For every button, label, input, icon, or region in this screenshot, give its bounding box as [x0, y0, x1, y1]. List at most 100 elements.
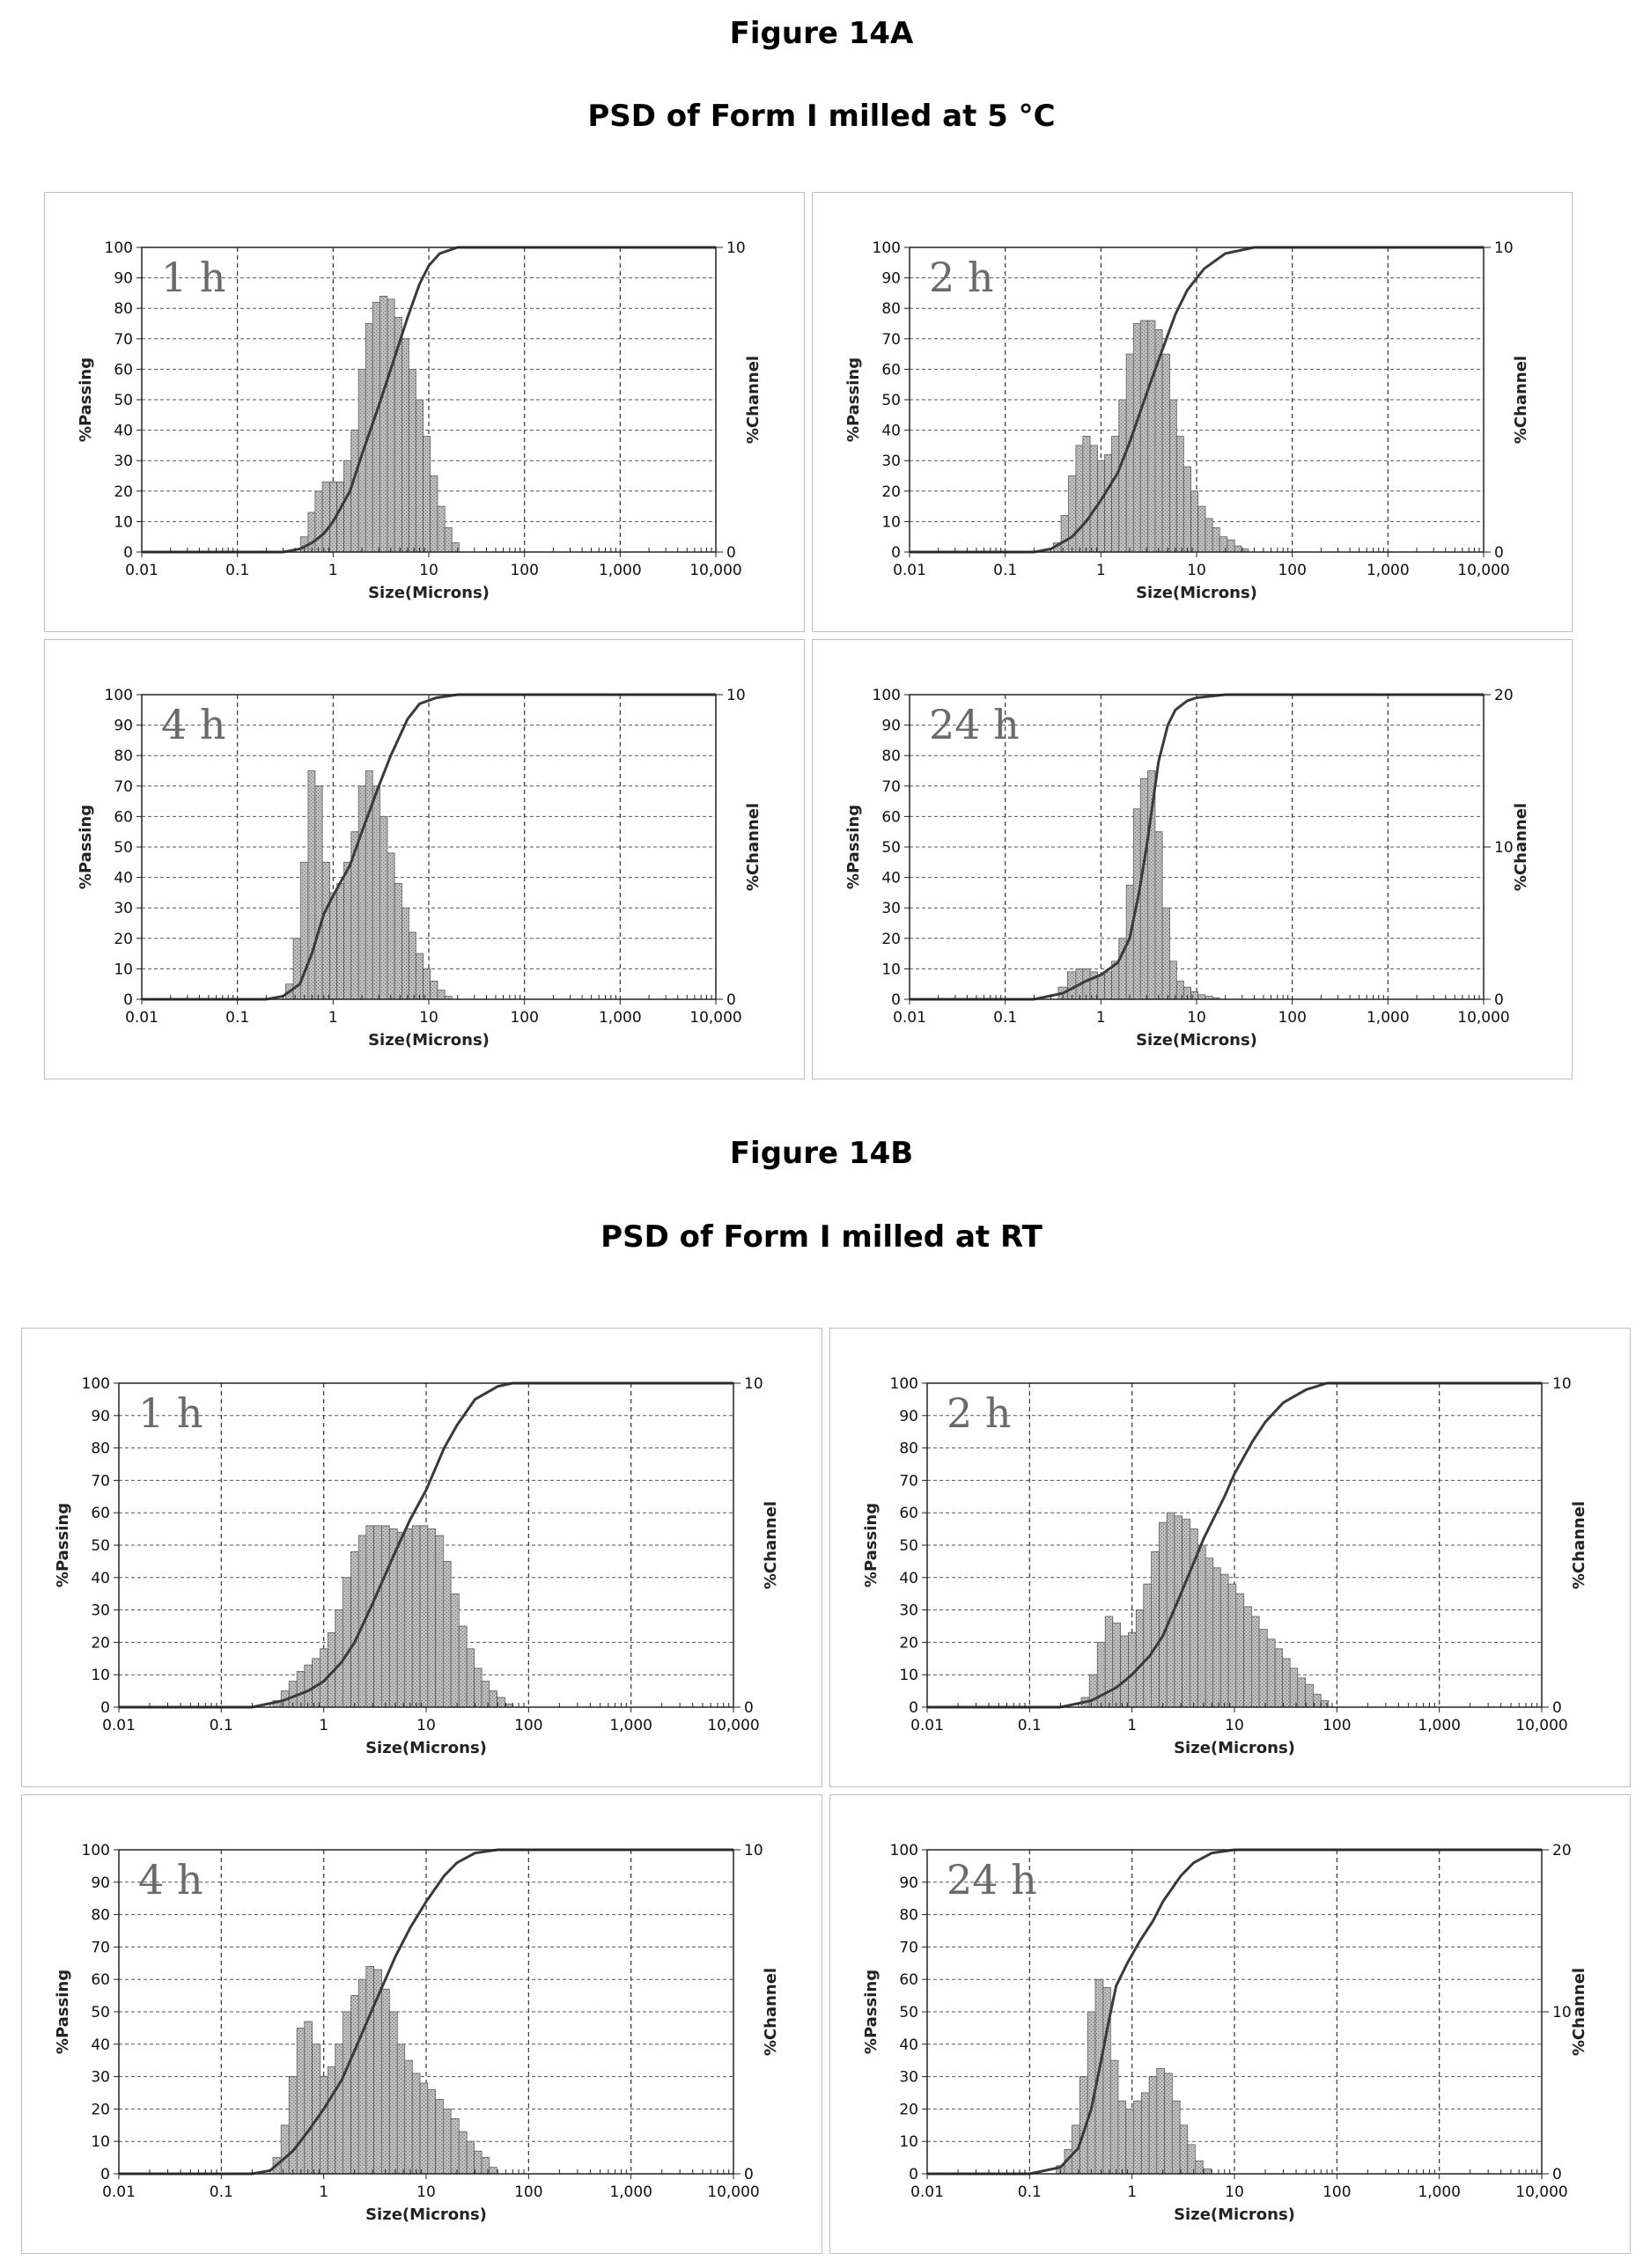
x-tick-label: 100: [514, 2183, 542, 2201]
histogram-bar: [404, 2059, 413, 2175]
x-tick-label: 100: [1323, 1717, 1351, 1734]
y-right-tick-label: 20: [1494, 687, 1514, 704]
x-tick-label: 1,000: [1418, 2183, 1461, 2201]
y-left-tick-label: 50: [899, 1537, 918, 1555]
histogram-bar: [1297, 1677, 1306, 1708]
histogram-bar: [404, 1528, 413, 1708]
histogram-bar: [1111, 436, 1120, 553]
histogram-bar: [372, 301, 380, 553]
histogram-bar: [1148, 2076, 1158, 2175]
figure-b-subtitle: PSD of Form I milled at RT: [600, 1219, 1043, 1255]
y-left-tick-label: 10: [114, 513, 133, 531]
histogram-bar: [427, 2088, 437, 2175]
y-left-tick-label: 20: [91, 1634, 110, 1652]
histogram-bar: [304, 2021, 313, 2175]
histogram-bar: [350, 1995, 359, 2175]
chart-panel-14a-4h: 0 10 20 30 40 50 60 70 80 90 100 10 0 0.01 0.1 1 10 100 1,…: [44, 639, 805, 1079]
y-left-tick-label: 70: [91, 1472, 110, 1490]
y-left-tick-label: 80: [899, 1440, 918, 1458]
y-left-tick-label: 60: [899, 1505, 918, 1522]
histogram-bar: [1117, 2100, 1127, 2175]
y-right-tick-label: 0: [1552, 2166, 1562, 2183]
y-right-axis-label: %Channel: [762, 1968, 780, 2056]
x-tick-label: 100: [510, 562, 538, 579]
y-left-tick-label: 30: [114, 453, 133, 470]
y-left-tick-label: 80: [114, 747, 133, 765]
histogram-bar: [1197, 1544, 1206, 1708]
x-tick-label: 10,000: [689, 1009, 741, 1027]
y-left-tick-label: 0: [909, 1699, 918, 1717]
y-left-axis-label: %Passing: [844, 357, 863, 442]
histogram-bar: [1139, 320, 1148, 553]
y-left-tick-label: 0: [100, 1699, 110, 1717]
y-left-tick-label: 60: [881, 361, 901, 379]
histogram-bar: [443, 1560, 452, 1708]
x-tick-label: 10: [416, 1717, 436, 1734]
histogram-bar: [437, 505, 446, 553]
y-left-tick-label: 10: [881, 961, 901, 978]
histogram-bar: [1139, 777, 1148, 1000]
histogram-bar: [489, 2167, 497, 2175]
histogram-bar: [423, 436, 431, 553]
histogram-bar: [343, 861, 352, 1000]
histogram-bar: [1089, 445, 1098, 553]
y-left-tick-label: 30: [899, 2069, 918, 2087]
y-left-tick-label: 10: [91, 1667, 110, 1684]
y-right-tick-label: 10: [1494, 839, 1514, 857]
histogram-bar: [350, 1550, 359, 1708]
y-right-tick-label: 20: [1552, 1842, 1572, 1859]
histogram-bar: [1169, 961, 1177, 1000]
x-tick-label: 1: [319, 2183, 328, 2201]
histogram-bar: [365, 1966, 374, 2175]
y-left-axis-label: %Passing: [54, 1503, 72, 1587]
y-left-tick-label: 90: [91, 1874, 110, 1892]
x-tick-label: 1,000: [609, 2183, 652, 2201]
cumulative-passing-curve: [119, 1848, 733, 2176]
y-left-tick-label: 100: [890, 1375, 918, 1393]
y-left-axis-label: %Passing: [862, 1970, 880, 2054]
histogram-bar: [388, 2011, 398, 2175]
histogram-bar: [437, 990, 446, 1000]
x-axis-label: Size(Microns): [365, 2205, 487, 2224]
histogram-bar: [1118, 399, 1127, 553]
histogram-bar: [1159, 1521, 1168, 1708]
histogram-bar: [1227, 1583, 1237, 1708]
x-tick-label: 10,000: [1457, 1009, 1509, 1027]
y-left-tick-label: 90: [114, 718, 133, 735]
y-left-tick-label: 90: [899, 1874, 918, 1892]
histogram-bar: [357, 1978, 367, 2175]
x-axis-label: Size(Microns): [1174, 2205, 1295, 2224]
y-left-tick-label: 80: [881, 747, 901, 765]
x-tick-label: 100: [1278, 562, 1306, 579]
y-left-tick-label: 100: [82, 1842, 110, 1859]
histogram-bar: [280, 2124, 290, 2175]
y-left-axis-label: %Passing: [77, 357, 95, 442]
histogram-bar: [1125, 2108, 1134, 2175]
histogram-bar: [296, 2027, 306, 2175]
x-tick-label: 10: [1225, 2183, 1244, 2201]
y-right-axis-label: %Channel: [744, 356, 763, 444]
histogram-bar: [1212, 526, 1220, 553]
histogram-bar: [1251, 1616, 1260, 1708]
y-right-axis-label: %Channel: [762, 1501, 780, 1589]
y-left-tick-label: 90: [899, 1408, 918, 1425]
x-tick-label: 0.1: [210, 2183, 233, 2201]
y-left-tick-label: 90: [91, 1408, 110, 1425]
x-tick-label: 10,000: [1457, 562, 1509, 579]
x-axis-label: Size(Microns): [1174, 1739, 1295, 1757]
histogram-bar: [1219, 536, 1228, 553]
histogram-bar: [1097, 460, 1106, 553]
y-right-tick-label: 0: [1494, 991, 1504, 1009]
x-tick-label: 0.01: [893, 1009, 926, 1027]
histogram-bar: [1104, 453, 1112, 553]
histogram-bar: [1082, 436, 1091, 553]
chart-panel-14b-2h: 0 10 20 30 40 50 60 70 80 90 100 10 0 0.01 0.1 1 10 100 1,…: [829, 1328, 1631, 1787]
figure-a-title: Figure 14A: [729, 16, 914, 51]
y-left-tick-label: 50: [114, 392, 133, 409]
histogram-bar: [444, 526, 453, 553]
histogram-bar: [1243, 1606, 1252, 1708]
y-left-tick-label: 70: [881, 778, 901, 796]
histogram-bar: [466, 2140, 475, 2175]
